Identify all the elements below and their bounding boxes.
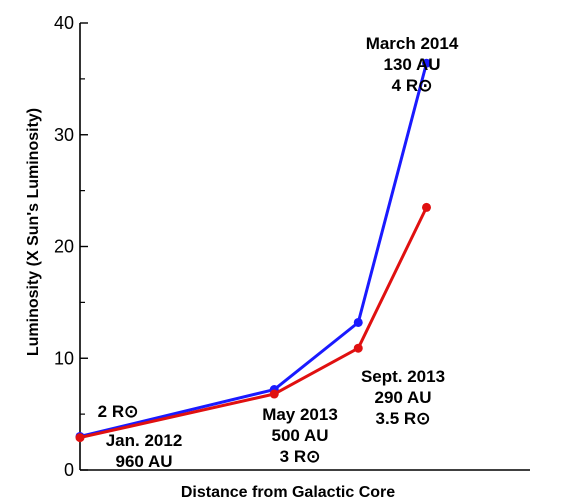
y-tick-label-1: 10 [54, 348, 74, 368]
annotation-3-line-0: Sept. 2013 [361, 367, 445, 386]
annotation-0: 2 R⊙ [98, 402, 139, 421]
y-tick-label-2: 20 [54, 237, 74, 257]
series-1-point-3 [422, 202, 431, 212]
annotation-3-line-1: 290 AU [374, 388, 431, 407]
annotation-2: May 2013 500 AU 3 R⊙ [262, 405, 338, 466]
annotation-2-line-0: May 2013 [262, 405, 338, 424]
series-1-line [79, 206, 428, 440]
series-lines [75, 58, 431, 443]
annotation-1-line-0: Jan. 2012 [106, 431, 183, 450]
series-0-line [79, 62, 428, 438]
y-tick-label-4: 40 [54, 13, 74, 33]
annotation-3-line-2: 3.5 R⊙ [376, 409, 431, 428]
annotation-0-line-0: 2 R⊙ [98, 402, 139, 421]
y-tick-label-3: 30 [54, 125, 74, 145]
series-1-point-1 [269, 389, 279, 399]
annotation-1: Jan. 2012 960 AU [106, 431, 183, 471]
annotations: 2 R⊙ Jan. 2012 960 AU May 2013 500 AU 3 R⊙ Sep… [98, 34, 459, 471]
axes: 0 10 20 30 40 [54, 13, 530, 480]
annotation-3: Sept. 2013 290 AU 3.5 R⊙ [361, 367, 445, 428]
series-0-point-2 [353, 317, 363, 327]
annotation-4-line-1: 130 AU [383, 55, 440, 74]
y-tick-label-0: 0 [64, 460, 74, 480]
annotation-4-line-0: March 2014 [366, 34, 459, 53]
series-1-point-0 [75, 433, 85, 443]
y-axis-label: Luminosity (X Sun's Luminosity) [25, 108, 42, 356]
annotation-4-line-2: 4 R⊙ [392, 76, 433, 95]
x-axis-label: Distance from Galactic Core [181, 484, 395, 501]
annotation-2-line-2: 3 R⊙ [280, 447, 321, 466]
annotation-1-line-1: 960 AU [115, 452, 172, 471]
annotation-4: March 2014 130 AU 4 R⊙ [366, 34, 459, 95]
series-0-point-3 [422, 58, 431, 68]
series-1-point-2 [353, 343, 363, 353]
annotation-2-line-1: 500 AU [271, 426, 328, 445]
